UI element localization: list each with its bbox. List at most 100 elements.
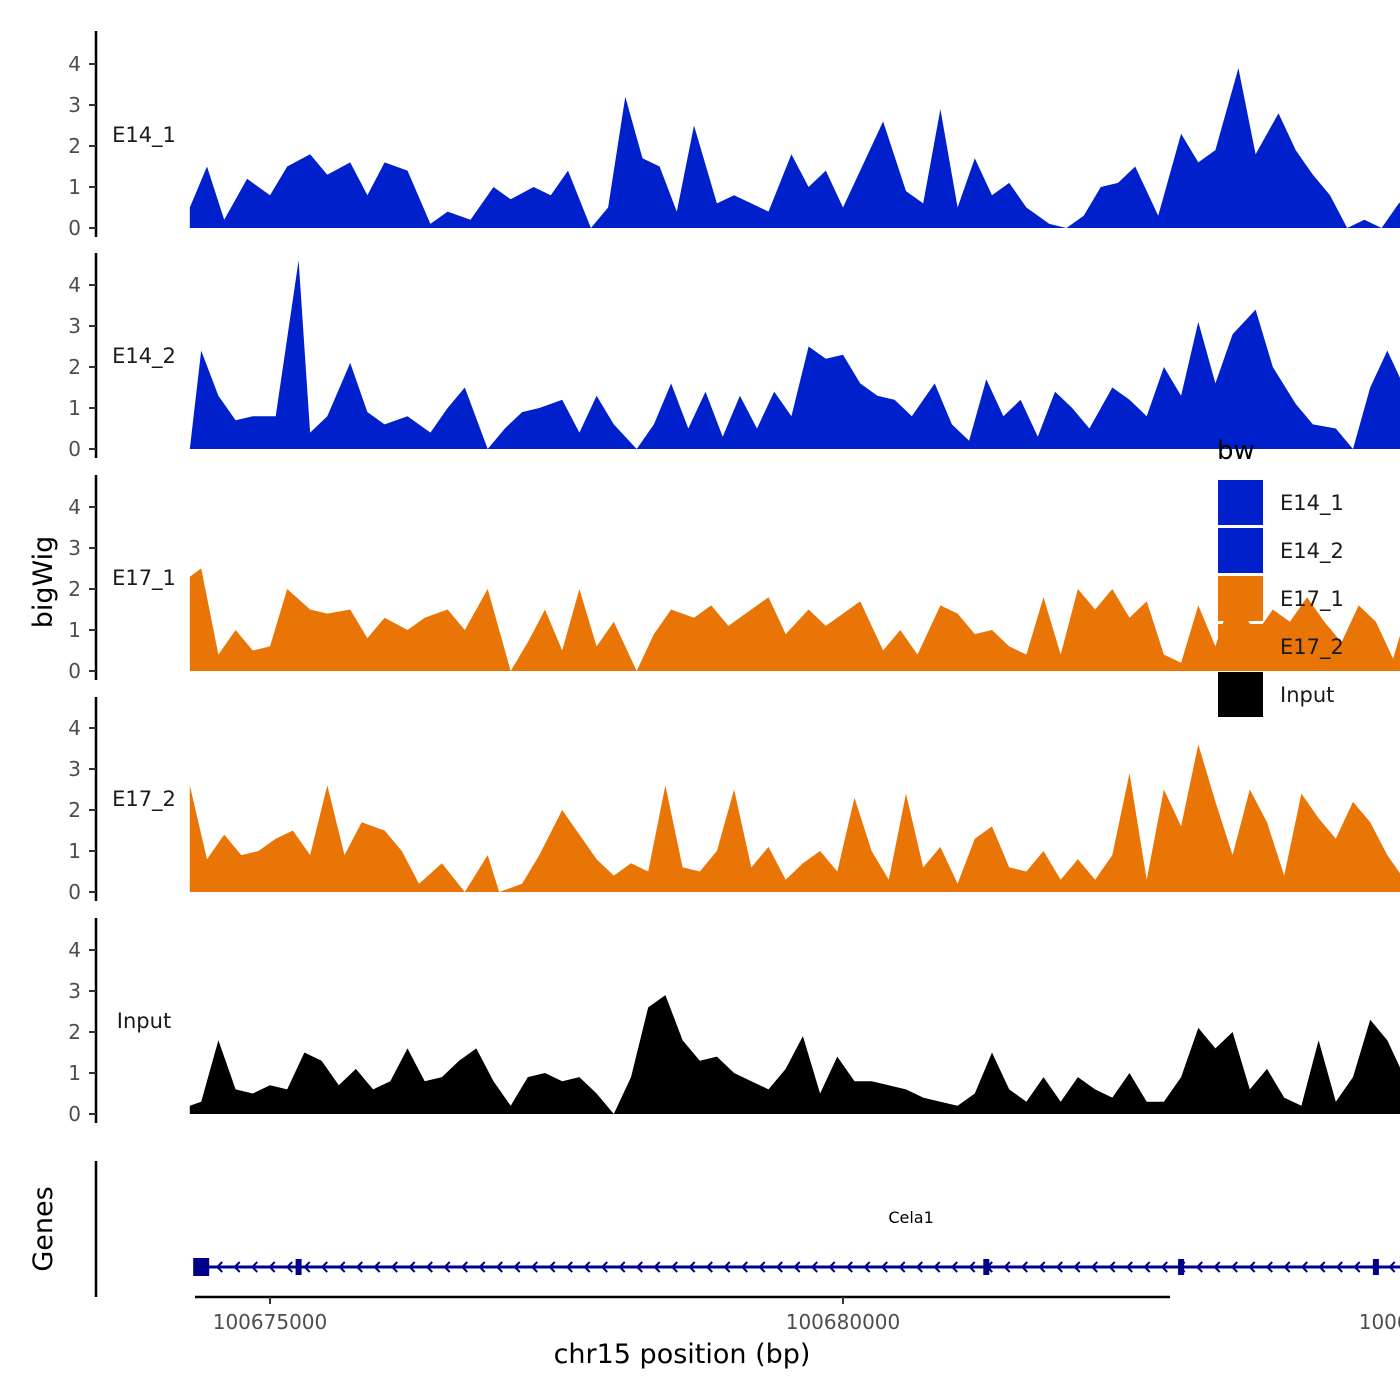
y-axis-title: bigWig bbox=[28, 536, 59, 629]
strand-arrow bbox=[408, 1261, 416, 1273]
y-tick-label: 4 bbox=[68, 495, 81, 519]
strand-arrow bbox=[793, 1261, 801, 1273]
track-label: Input bbox=[117, 1009, 171, 1033]
strand-arrow bbox=[845, 1261, 853, 1273]
track-E17_1: 0 1 2 3 4 E17_1 bbox=[68, 475, 1400, 683]
y-tick-label: 3 bbox=[68, 757, 81, 781]
strand-arrow bbox=[1003, 1261, 1011, 1273]
coverage-area-E14_1 bbox=[189, 68, 1400, 228]
strand-arrow bbox=[828, 1261, 836, 1273]
track-E17_2: 0 1 2 3 4 E17_2 bbox=[68, 697, 1400, 904]
exon bbox=[193, 1258, 210, 1276]
strand-arrow bbox=[1108, 1261, 1116, 1273]
track-label: E14_1 bbox=[112, 123, 176, 148]
strand-arrow bbox=[1353, 1261, 1361, 1273]
y-tick-label: 2 bbox=[68, 134, 81, 158]
strand-arrow bbox=[285, 1261, 293, 1273]
strand-arrow bbox=[320, 1261, 328, 1273]
legend-key-Input bbox=[1218, 672, 1263, 717]
track-label: E17_1 bbox=[112, 566, 176, 591]
y-tick-label: 0 bbox=[68, 659, 81, 683]
y-tick-label: 3 bbox=[68, 536, 81, 560]
strand-arrow bbox=[775, 1261, 783, 1273]
strand-arrow bbox=[1125, 1261, 1133, 1273]
strand-arrow bbox=[303, 1261, 311, 1273]
exon bbox=[1178, 1259, 1185, 1275]
strand-arrow bbox=[250, 1261, 258, 1273]
strand-arrow bbox=[1055, 1261, 1063, 1273]
strand-arrow bbox=[513, 1261, 521, 1273]
strand-arrow bbox=[1335, 1261, 1343, 1273]
y-tick-label: 4 bbox=[68, 716, 81, 740]
y-tick-label: 2 bbox=[68, 798, 81, 822]
strand-arrow bbox=[1283, 1261, 1291, 1273]
y-tick-label: 2 bbox=[68, 355, 81, 379]
y-tick-label: 0 bbox=[68, 437, 81, 461]
coverage-area-E17_1 bbox=[189, 568, 1400, 671]
exon bbox=[983, 1259, 990, 1275]
strand-arrow bbox=[705, 1261, 713, 1273]
strand-arrow bbox=[880, 1261, 888, 1273]
genes-track-title: Genes bbox=[28, 1186, 59, 1271]
x-axis-title: chr15 position (bp) bbox=[554, 1339, 811, 1370]
strand-arrow bbox=[530, 1261, 538, 1273]
strand-arrow bbox=[863, 1261, 871, 1273]
strand-arrow bbox=[373, 1261, 381, 1273]
strand-arrow bbox=[810, 1261, 818, 1273]
coverage-area-E14_2 bbox=[189, 260, 1400, 449]
y-tick-label: 4 bbox=[68, 273, 81, 297]
legend: bw E14_1 E14_2 E17_1 E17_2 Input bbox=[1217, 436, 1344, 717]
strand-arrow bbox=[758, 1261, 766, 1273]
y-tick-label: 3 bbox=[68, 314, 81, 338]
y-tick-label: 1 bbox=[68, 396, 81, 420]
strand-arrow bbox=[1318, 1261, 1326, 1273]
y-tick-label: 4 bbox=[68, 52, 81, 76]
y-tick-label: 3 bbox=[68, 979, 81, 1003]
x-tick-label: 100680000 bbox=[786, 1310, 901, 1334]
strand-arrow bbox=[565, 1261, 573, 1273]
coverage-area-Input bbox=[189, 995, 1400, 1114]
x-tick-label: 100685000 bbox=[1359, 1310, 1400, 1334]
y-tick-label: 3 bbox=[68, 93, 81, 117]
legend-key-E14_1 bbox=[1218, 480, 1263, 525]
legend-label: E17_2 bbox=[1280, 635, 1344, 660]
y-tick-label: 0 bbox=[68, 880, 81, 904]
strand-arrow bbox=[1160, 1261, 1168, 1273]
bigwig-tracks: 0 1 2 3 4 E14_1 0 1 2 3 4 E14_2 0 1 2 3 4 E17_1 0 1 2 3 4 E17_2… bbox=[68, 31, 1400, 1126]
legend-title: bw bbox=[1217, 436, 1255, 466]
strand-arrow bbox=[268, 1261, 276, 1273]
strand-arrow bbox=[460, 1261, 468, 1273]
exon bbox=[1372, 1259, 1379, 1275]
track-label: E14_2 bbox=[112, 344, 176, 369]
strand-arrow bbox=[1213, 1261, 1221, 1273]
genes-track: Genes Cela1 bbox=[28, 1161, 1400, 1297]
strand-arrow bbox=[898, 1261, 906, 1273]
y-tick-label: 1 bbox=[68, 618, 81, 642]
strand-arrow bbox=[495, 1261, 503, 1273]
legend-key-E14_2 bbox=[1218, 528, 1263, 573]
strand-arrow bbox=[233, 1261, 241, 1273]
legend-label: E14_1 bbox=[1280, 491, 1344, 516]
y-tick-label: 1 bbox=[68, 175, 81, 199]
y-tick-label: 1 bbox=[68, 1061, 81, 1085]
strand-arrow bbox=[1388, 1261, 1396, 1273]
track-E14_2: 0 1 2 3 4 E14_2 bbox=[68, 253, 1400, 461]
x-axis: 100675000100680000100685000100690000 bbox=[195, 1295, 1400, 1334]
strand-arrow bbox=[1020, 1261, 1028, 1273]
y-tick-label: 1 bbox=[68, 839, 81, 863]
strand-arrow bbox=[1090, 1261, 1098, 1273]
strand-arrow bbox=[618, 1261, 626, 1273]
y-tick-label: 0 bbox=[68, 216, 81, 240]
strand-arrow bbox=[1143, 1261, 1151, 1273]
strand-arrow bbox=[600, 1261, 608, 1273]
legend-key-E17_2 bbox=[1218, 624, 1263, 669]
strand-arrow bbox=[583, 1261, 591, 1273]
strand-arrow bbox=[740, 1261, 748, 1273]
strand-arrow bbox=[425, 1261, 433, 1273]
strand-arrow bbox=[635, 1261, 643, 1273]
track-Input: 0 1 2 3 4 Input bbox=[68, 918, 1400, 1126]
y-tick-label: 2 bbox=[68, 577, 81, 601]
track-E14_1: 0 1 2 3 4 E14_1 bbox=[68, 31, 1400, 240]
strand-arrow bbox=[1248, 1261, 1256, 1273]
